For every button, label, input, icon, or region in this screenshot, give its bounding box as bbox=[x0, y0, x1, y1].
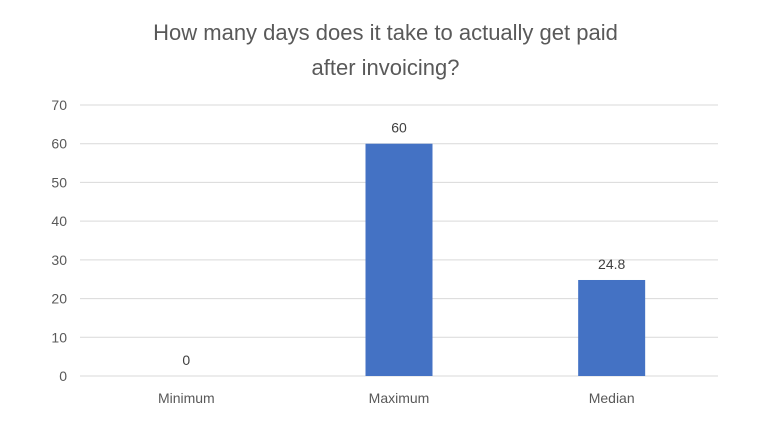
data-label-median: 24.8 bbox=[598, 256, 625, 272]
y-tick-label: 60 bbox=[51, 136, 67, 152]
y-tick-label: 10 bbox=[51, 329, 67, 345]
bar-maximum bbox=[365, 143, 433, 376]
data-labels: 0 60 24.8 bbox=[182, 120, 625, 368]
y-tick-label: 30 bbox=[51, 252, 67, 268]
y-axis-tick-labels: 0 10 20 30 40 50 60 70 bbox=[51, 97, 67, 384]
chart-title-line-1: How many days does it take to actually g… bbox=[153, 20, 618, 45]
y-tick-label: 70 bbox=[51, 97, 67, 113]
y-tick-label: 20 bbox=[51, 291, 67, 307]
x-category-label-minimum: Minimum bbox=[158, 390, 215, 406]
chart-title-line-2: after invoicing? bbox=[312, 55, 460, 80]
data-label-maximum: 60 bbox=[391, 120, 407, 136]
y-tick-label: 50 bbox=[51, 174, 67, 190]
y-tick-label: 40 bbox=[51, 213, 67, 229]
bar-median bbox=[578, 279, 646, 376]
data-label-minimum: 0 bbox=[182, 352, 190, 368]
x-category-label-median: Median bbox=[589, 390, 635, 406]
y-tick-label: 0 bbox=[59, 368, 67, 384]
bars bbox=[365, 143, 646, 376]
x-category-label-maximum: Maximum bbox=[369, 390, 430, 406]
x-axis-category-labels: Minimum Maximum Median bbox=[158, 390, 635, 406]
